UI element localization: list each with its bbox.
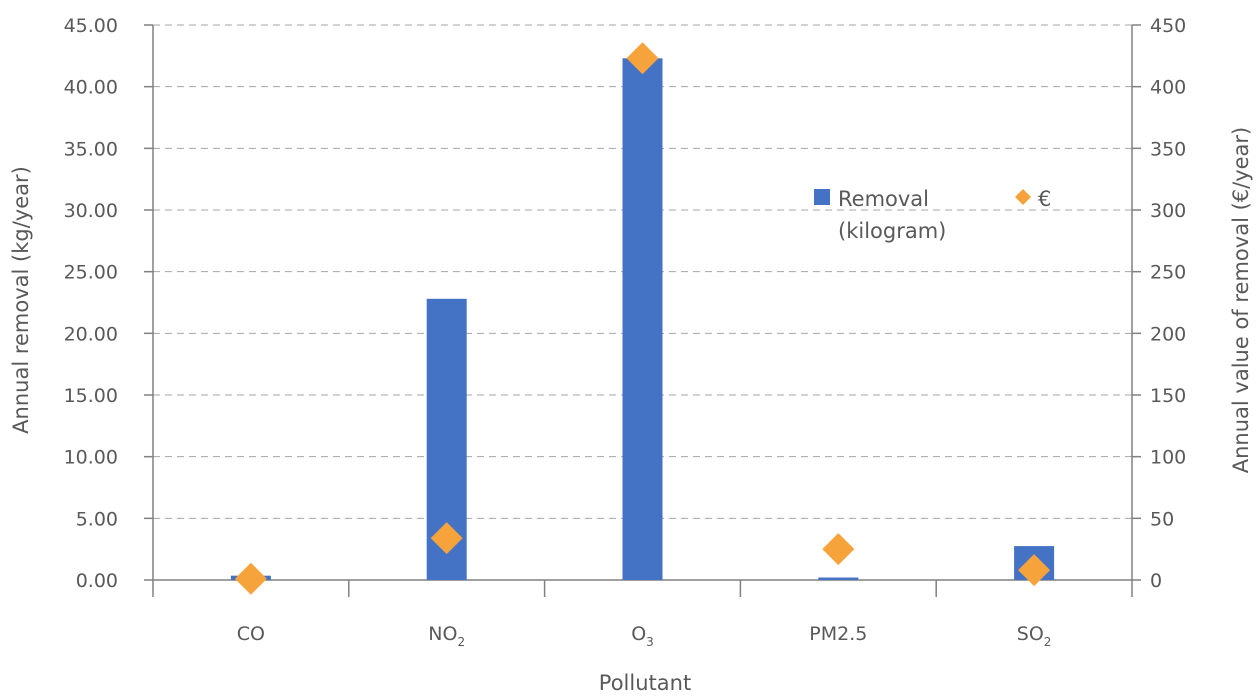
- value-marker: [822, 533, 855, 566]
- x-tick-label: O3: [631, 623, 654, 649]
- y-tick-label: 20.00: [64, 323, 118, 345]
- x-tick-label: SO2: [1017, 623, 1052, 649]
- x-tick-label: CO: [237, 623, 265, 645]
- y2-tick-label: 200: [1150, 323, 1186, 345]
- y-tick-label: 30.00: [64, 200, 118, 222]
- value-marker: [430, 522, 463, 555]
- x-tick-label: PM2.5: [809, 623, 867, 645]
- y2-axis-title: Annual value of removal (€/year): [1229, 127, 1253, 474]
- bar-series: [230, 58, 1055, 581]
- legend-label-removal-line1: Removal: [838, 187, 929, 211]
- y-tick-label: 40.00: [64, 77, 118, 99]
- value-marker: [626, 42, 659, 75]
- x-axis-title: Pollutant: [599, 671, 691, 695]
- legend-swatch-removal: [814, 189, 830, 205]
- y2-tick-label: 450: [1150, 15, 1186, 37]
- right-axis-ticks: 0 50 100 150 200 250 300 350 400 450: [1132, 15, 1186, 592]
- value-marker: [234, 562, 267, 595]
- y-tick-label: 15.00: [64, 385, 118, 407]
- legend-label-removal-line2: (kilogram): [838, 219, 946, 243]
- y-tick-label: 0.00: [76, 570, 118, 592]
- legend-label-value: €: [1038, 187, 1051, 211]
- y-tick-label: 10.00: [64, 447, 118, 469]
- y-tick-label: 5.00: [76, 508, 118, 530]
- y-tick-label: 35.00: [64, 138, 118, 160]
- bar: [818, 577, 859, 580]
- value-marker: [1018, 554, 1051, 587]
- bar: [622, 58, 663, 581]
- y2-tick-label: 0: [1150, 570, 1162, 592]
- axes: [152, 25, 1133, 597]
- legend-swatch-value: [1015, 189, 1031, 205]
- y2-tick-label: 350: [1150, 138, 1186, 160]
- y2-tick-label: 100: [1150, 447, 1186, 469]
- y-tick-label: 25.00: [64, 262, 118, 284]
- y2-tick-label: 300: [1150, 200, 1186, 222]
- x-tick-label: NO2: [428, 623, 465, 649]
- y-tick-label: 45.00: [64, 15, 118, 37]
- y2-tick-label: 400: [1150, 77, 1186, 99]
- y2-tick-label: 250: [1150, 262, 1186, 284]
- category-axis-labels: CO NO2 O3 PM2.5 SO2: [237, 623, 1052, 649]
- y-axis-title: Annual removal (kg/year): [9, 166, 33, 434]
- y2-tick-label: 150: [1150, 385, 1186, 407]
- diamond-series: [234, 42, 1051, 595]
- y2-tick-label: 50: [1150, 508, 1174, 530]
- left-axis-ticks: 0.00 5.00 10.00 15.00 20.00 25.00 30.00 35.00 40…: [64, 15, 153, 592]
- legend: Removal (kilogram) €: [814, 187, 1051, 243]
